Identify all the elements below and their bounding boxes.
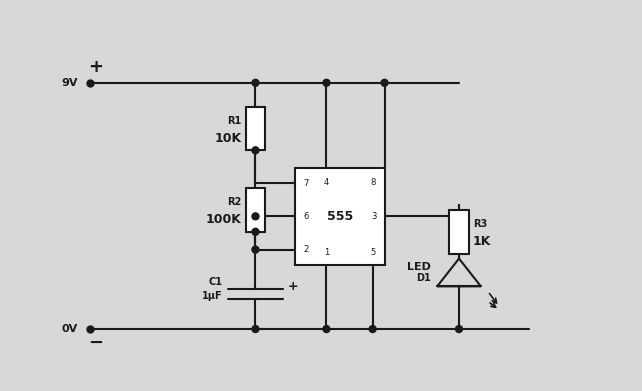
- Text: 7: 7: [303, 179, 309, 188]
- Circle shape: [252, 228, 259, 235]
- Text: 555: 555: [327, 210, 353, 223]
- Text: 5: 5: [370, 248, 376, 256]
- Text: 1: 1: [324, 248, 329, 256]
- Text: C1: C1: [209, 277, 223, 287]
- Text: 8: 8: [370, 178, 376, 187]
- Circle shape: [323, 326, 330, 332]
- Circle shape: [252, 213, 259, 220]
- Text: 1μF: 1μF: [202, 291, 223, 301]
- Text: R1: R1: [227, 115, 241, 126]
- Text: +: +: [88, 58, 103, 76]
- Text: 4: 4: [324, 178, 329, 187]
- Circle shape: [381, 79, 388, 86]
- Text: LED: LED: [407, 262, 431, 272]
- Circle shape: [456, 326, 462, 332]
- Text: −: −: [88, 334, 103, 352]
- Bar: [245, 188, 265, 232]
- Bar: [295, 168, 385, 264]
- Text: 100K: 100K: [205, 213, 241, 226]
- Text: 3: 3: [371, 212, 377, 221]
- Text: +: +: [287, 280, 298, 293]
- Text: 9V: 9V: [61, 78, 78, 88]
- Circle shape: [369, 326, 376, 332]
- Circle shape: [323, 79, 330, 86]
- Text: R3: R3: [473, 219, 487, 229]
- Text: 2: 2: [303, 245, 308, 254]
- Circle shape: [252, 147, 259, 154]
- Text: 10K: 10K: [214, 132, 241, 145]
- Bar: [245, 107, 265, 150]
- Text: R2: R2: [227, 197, 241, 207]
- Text: 6: 6: [303, 212, 309, 221]
- Text: D1: D1: [417, 273, 431, 283]
- Text: 1K: 1K: [473, 235, 491, 248]
- Circle shape: [252, 246, 259, 253]
- Circle shape: [252, 79, 259, 86]
- Bar: [449, 210, 469, 254]
- Circle shape: [252, 326, 259, 332]
- Text: 0V: 0V: [62, 324, 78, 334]
